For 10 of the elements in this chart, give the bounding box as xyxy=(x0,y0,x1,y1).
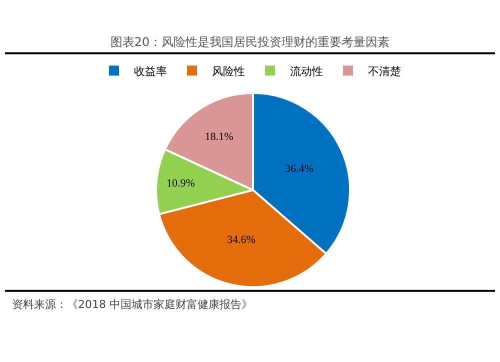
data-label: 18.1% xyxy=(204,130,234,143)
chart-title: 图表20：风险性是我国居民投资理财的重要考量因素 xyxy=(110,34,390,49)
legend-label: 不清楚 xyxy=(368,64,401,78)
data-label: 10.9% xyxy=(166,177,195,190)
text: 资料来源：《2018 中国城市家庭财富健康报告》 xyxy=(12,298,252,311)
data-label: 34.6% xyxy=(226,234,256,246)
legend-label: 风险性 xyxy=(212,64,245,78)
legend-label: 收益率 xyxy=(134,64,167,78)
data-label: 36.4% xyxy=(285,163,314,176)
legend-label: 流动性 xyxy=(290,64,323,78)
